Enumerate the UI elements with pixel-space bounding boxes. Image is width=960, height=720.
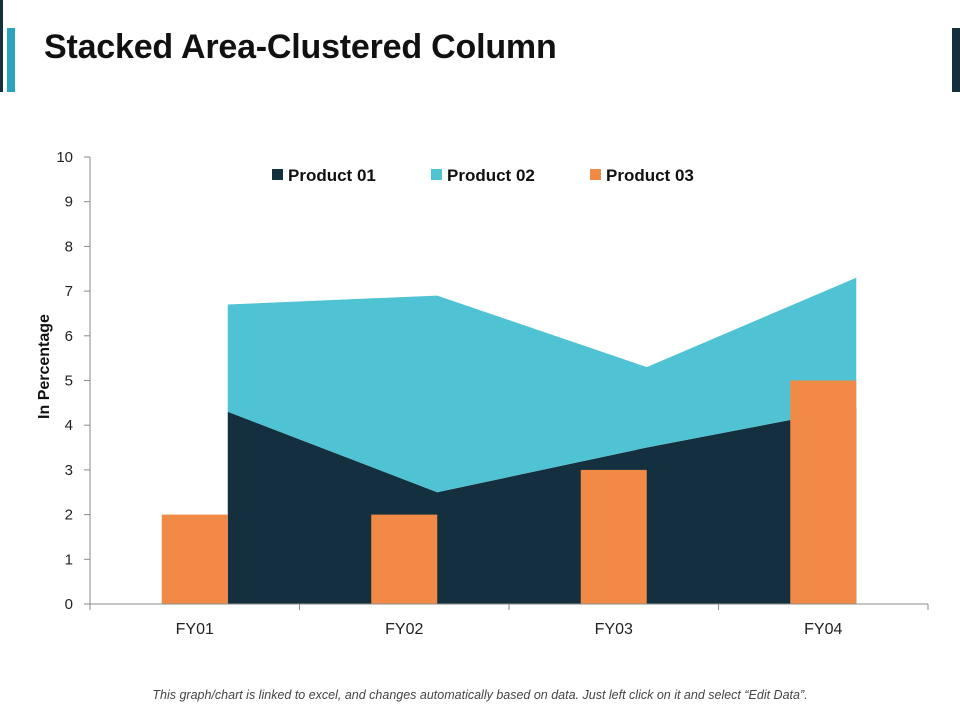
legend-label: Product 02	[447, 166, 535, 185]
area-layer	[227, 277, 857, 604]
column-bar	[161, 514, 228, 604]
left-accent-bar-dark	[0, 0, 3, 92]
column-layer	[161, 380, 857, 604]
legend-swatch	[431, 169, 442, 180]
y-tick-label: 4	[65, 417, 73, 434]
y-tick-label: 9	[65, 194, 73, 211]
y-tick-label: 7	[65, 283, 73, 300]
y-tick-label: 2	[65, 507, 73, 524]
area-series-2	[227, 277, 857, 493]
legend-swatch	[272, 169, 283, 180]
axes-layer: 0 1 2 3 4 5 6 7 8 9 10 FY01 FY02 FY03 FY04 In Percentag…	[36, 149, 929, 638]
y-tick-label: 6	[65, 328, 73, 345]
x-tick-label: FY04	[804, 621, 842, 638]
y-tick-label: 8	[65, 238, 73, 255]
y-tick-label: 10	[56, 149, 73, 166]
y-tick-label: 5	[65, 373, 73, 390]
x-tick-label: FY02	[385, 621, 423, 638]
y-axis-title: In Percentage	[36, 314, 53, 419]
y-tick-label: 3	[65, 462, 73, 479]
column-bar	[790, 380, 857, 604]
legend-label: Product 03	[606, 166, 694, 185]
chart-legend: Product 01 Product 02 Product 03	[272, 166, 694, 185]
footnote: This graph/chart is linked to excel, and…	[152, 688, 808, 702]
legend-label: Product 01	[288, 166, 376, 185]
y-tick-label: 1	[65, 551, 73, 568]
right-accent-bar	[952, 28, 960, 92]
legend-swatch	[590, 169, 601, 180]
left-accent-bar	[7, 28, 15, 92]
column-bar	[580, 469, 647, 604]
y-tick-label: 0	[65, 596, 73, 613]
column-bar	[371, 514, 438, 604]
x-tick-label: FY03	[595, 621, 633, 638]
x-tick-label: FY01	[176, 621, 214, 638]
page-title: Stacked Area-Clustered Column	[44, 28, 557, 66]
